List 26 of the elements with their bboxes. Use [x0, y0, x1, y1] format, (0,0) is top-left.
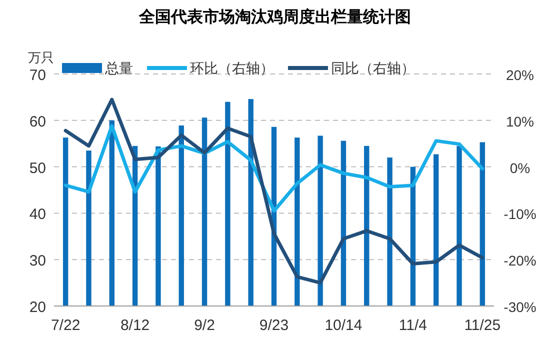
legend-label: 同比（右轴） [331, 60, 415, 76]
y-axis-title: 万只 [28, 50, 54, 65]
y2-tick-label: 10% [506, 113, 534, 130]
line-series [64, 124, 484, 213]
x-tick-label: 8/12 [120, 317, 150, 334]
y-tick-label: 50 [29, 160, 46, 177]
x-tick-label: 7/22 [50, 317, 80, 334]
y2-tick-label: -10% [504, 206, 536, 222]
y2-tick-label: 0% [510, 160, 530, 176]
x-tick-label: 11/4 [398, 317, 427, 334]
y-tick-label: 40 [29, 206, 46, 224]
legend-label: 环比（右轴） [190, 60, 274, 76]
legend-label: 总量 [104, 60, 133, 76]
y-tick-label: 20 [29, 299, 46, 316]
y-tick-label: 60 [29, 113, 46, 130]
y-tick-label: 30 [29, 252, 46, 270]
line-series [64, 98, 484, 285]
y2-tick-label: -20% [504, 252, 536, 269]
x-tick-label: 9/2 [194, 317, 215, 334]
x-tick-label: 9/23 [259, 317, 289, 334]
chart-title: 全国代表市场淘汰鸡周度出栏量统计图 [138, 7, 411, 26]
x-tick-label: 10/14 [324, 317, 362, 334]
y-tick-label: 70 [29, 67, 46, 84]
y2-tick-label: -30% [504, 299, 536, 315]
x-tick-label: 11/25 [464, 317, 501, 334]
y2-tick-label: 20% [506, 67, 534, 83]
